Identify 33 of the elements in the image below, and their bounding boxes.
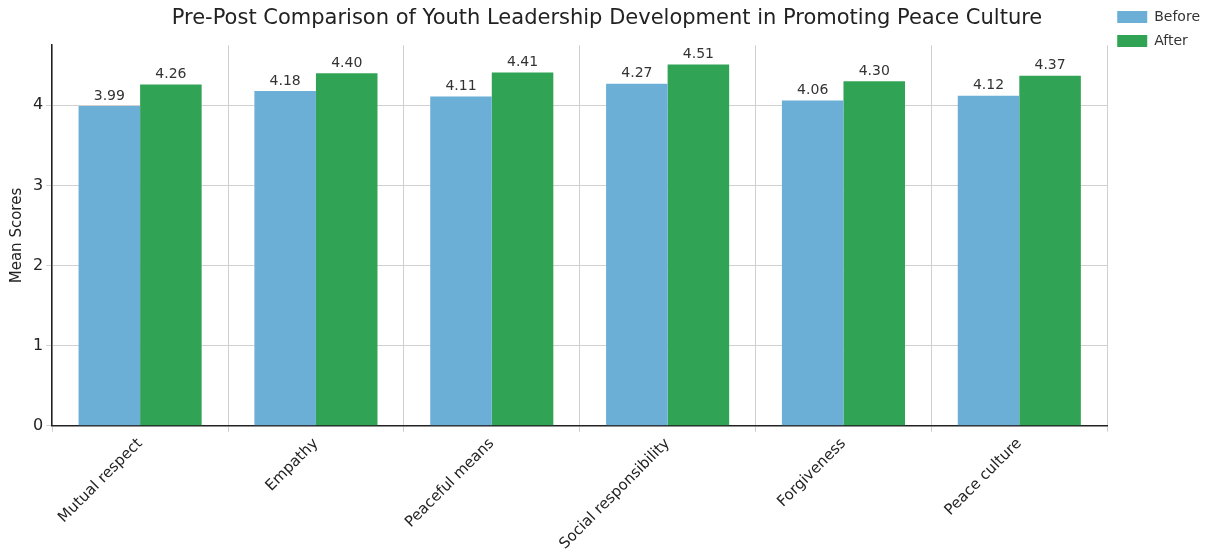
- data-label: 4.27: [621, 64, 653, 81]
- y-tick-label: 1: [32, 334, 44, 354]
- data-label: 4.51: [682, 45, 714, 62]
- y-axis-title: Mean Scores: [6, 187, 25, 284]
- data-label: 4.12: [972, 76, 1005, 93]
- data-label: 4.11: [445, 77, 477, 94]
- data-label: 4.37: [1034, 56, 1066, 73]
- legend-label: After: [1154, 31, 1189, 48]
- bar: [254, 90, 316, 426]
- bar: [78, 106, 141, 426]
- bar: [781, 100, 844, 426]
- y-tick-label: 4: [32, 94, 44, 114]
- data-label: 4.06: [797, 81, 829, 98]
- bar: [491, 72, 554, 426]
- bar: [315, 73, 378, 426]
- bar: [430, 96, 492, 426]
- bar: [606, 83, 668, 426]
- bar: [957, 95, 1020, 426]
- bar: [140, 84, 202, 426]
- data-label: 3.99: [93, 86, 125, 103]
- data-label: 4.26: [155, 65, 187, 82]
- legend-label: Before: [1154, 7, 1201, 24]
- y-tick-label: 0: [32, 415, 44, 434]
- y-tick-label: 2: [32, 254, 44, 274]
- chart-title: Pre-Post Comparison of Youth Leadership Development in Promoting Peace Culture: [171, 5, 1043, 30]
- data-label: 4.18: [269, 71, 301, 88]
- y-tick-label: 3: [32, 174, 44, 194]
- data-label: 4.41: [506, 53, 539, 70]
- bar: [1019, 75, 1081, 426]
- data-label: 4.30: [858, 61, 890, 78]
- bar: [667, 64, 730, 426]
- data-label: 4.40: [331, 53, 363, 70]
- bar: [843, 81, 906, 426]
